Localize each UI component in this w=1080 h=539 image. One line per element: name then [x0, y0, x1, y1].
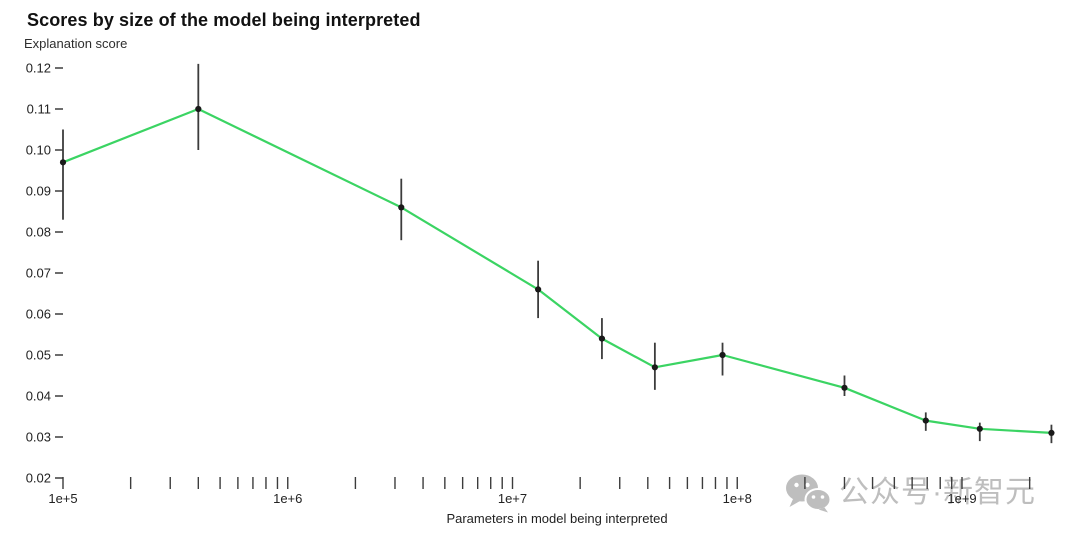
x-tick-label: 1e+9: [947, 491, 976, 506]
data-point: [841, 384, 848, 391]
wechat-watermark: 公众号·新智元: [785, 473, 1036, 513]
y-tick-label: 0.05: [26, 348, 51, 363]
y-tick-label: 0.11: [27, 102, 51, 117]
y-tick-label: 0.04: [26, 389, 51, 404]
watermark-text: 公众号·新智元: [839, 476, 1036, 509]
data-point: [651, 364, 658, 371]
y-tick-label: 0.10: [26, 143, 51, 158]
data-point: [195, 105, 202, 113]
x-tick-label: 1e+8: [723, 491, 752, 506]
y-tick-label: 0.12: [26, 61, 51, 76]
series-line: [62, 107, 1052, 434]
y-tick-label: 0.08: [26, 225, 51, 240]
y-axis-title: Explanation score: [24, 36, 128, 51]
data-point: [398, 204, 405, 211]
wechat-icon: [786, 474, 831, 513]
data-point: [719, 351, 726, 359]
y-tick-label: 0.06: [26, 307, 51, 322]
y-tick-label: 0.03: [26, 430, 51, 445]
data-point: [922, 417, 929, 424]
data-point: [59, 159, 67, 166]
data-point: [598, 335, 606, 342]
chart-title: Scores by size of the model being interp…: [27, 10, 421, 30]
y-tick-label: 0.07: [26, 266, 51, 281]
x-tick-label: 1e+5: [48, 491, 77, 506]
data-point: [1048, 429, 1055, 436]
data-point: [976, 425, 983, 432]
x-tick-label: 1e+6: [273, 491, 302, 506]
x-axis-title: Parameters in model being interpreted: [446, 511, 668, 526]
y-tick-label: 0.09: [26, 184, 51, 199]
y-tick-label: 0.02: [26, 471, 51, 486]
x-tick-label: 1e+7: [498, 491, 527, 506]
data-point: [535, 286, 542, 293]
